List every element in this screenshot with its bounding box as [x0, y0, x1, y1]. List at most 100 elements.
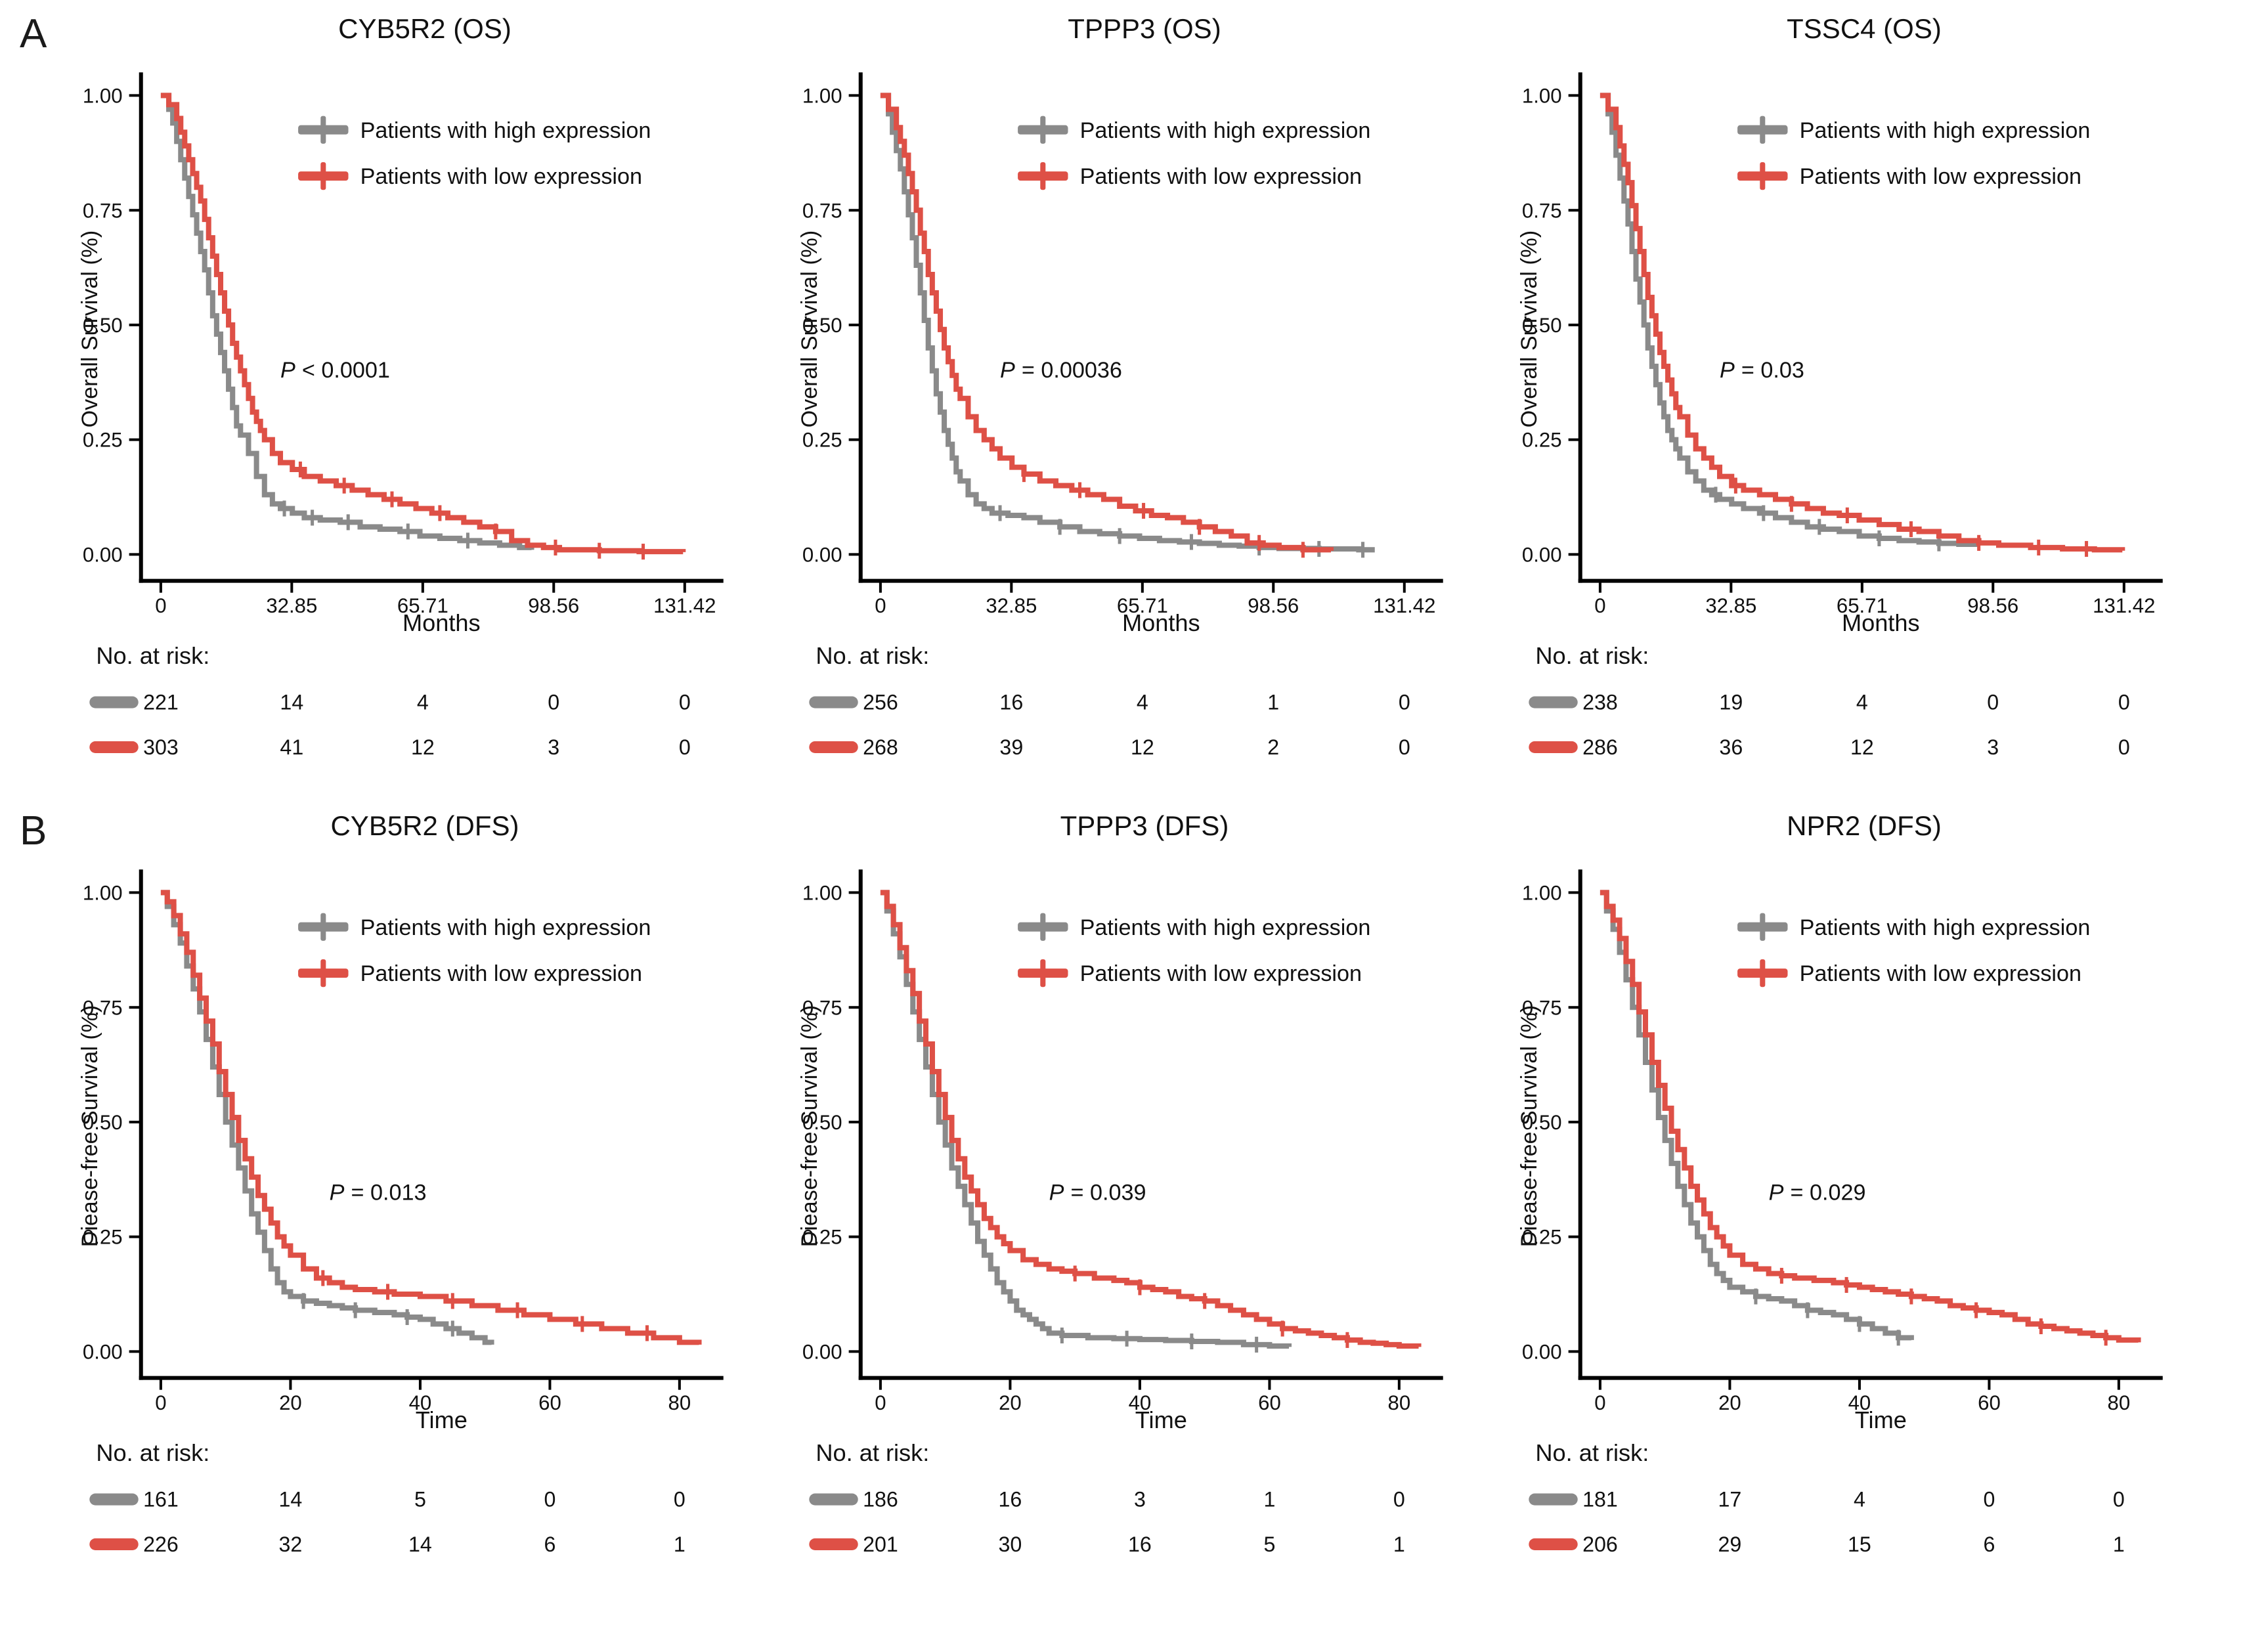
risk-rows: 256 16 4 1 0 268 39 12 2 0: [809, 691, 1410, 759]
legend-marker-high-censor: [320, 913, 326, 942]
km-curve-low: [160, 890, 702, 1345]
km-chart: 0 32.85 65.71 98.56 131.42 1.00 0.75 0.50 0.25 0.…: [802, 72, 1443, 635]
x-tick-label: 65.71: [397, 594, 448, 617]
y-tick-label: 1.00: [83, 84, 123, 107]
risk-table: No. at risk: 186 16 3 1 0 201 30 16 5 1: [809, 1439, 1405, 1556]
p-value-number: = 0.03: [1741, 358, 1804, 383]
km-panel: CYB5R2 (OS) Overall Survival (%) 0 32.85 6…: [55, 9, 755, 768]
risk-swatch-low: [89, 741, 139, 754]
x-tick-label: 60: [1258, 1391, 1281, 1414]
panel-title: TSSC4 (OS): [1787, 13, 1942, 44]
risk-count: 0: [679, 735, 691, 759]
y-tick-label: 0.00: [802, 543, 842, 566]
km-chart: 0 32.85 65.71 98.56 131.42 1.00 0.75 0.50 0.25 0.…: [83, 72, 724, 635]
chart-area: Overall Survival (%) 0 32.85 65.71 98.56 131…: [55, 46, 755, 635]
x-tick-label: 40: [409, 1391, 432, 1414]
y-axis-label: Overall Survival (%): [797, 230, 822, 427]
y-tick-label: 0.00: [83, 1341, 123, 1364]
y-tick-label: 0.00: [1522, 1341, 1562, 1364]
risk-count: 5: [1263, 1532, 1275, 1556]
risk-swatch-high: [1529, 696, 1578, 708]
y-tick-label: 1.00: [1522, 84, 1562, 107]
risk-swatch-high: [809, 696, 858, 708]
risk-swatch-low: [89, 1538, 139, 1551]
legend-marker-low-censor: [1760, 162, 1766, 190]
chart-area: Overall Survival (%) 0 32.85 65.71 98.56 131…: [775, 46, 1475, 635]
risk-count: 256: [863, 691, 898, 714]
plot-layer: 0 20 40 60 80 1.00 0.75 0.50 0.25 0.00: [83, 869, 724, 1414]
p-value: P = 0.013: [330, 1181, 427, 1206]
risk-count: 0: [1983, 1488, 1995, 1511]
x-tick-label: 60: [1978, 1391, 2001, 1414]
x-tick-label: 131.42: [653, 594, 716, 617]
y-tick-label: 0.25: [1522, 429, 1562, 452]
risk-count: 29: [1718, 1532, 1742, 1556]
y-tick-label: 0.25: [83, 429, 123, 452]
risk-table: No. at risk: 238 19 4 0 0 286 36 12 3 0: [1529, 642, 2130, 759]
figure: A CYB5R2 (OS) Overall Survival (%) 0 32.8…: [20, 9, 2264, 1565]
risk-count: 0: [1393, 1488, 1405, 1511]
p-value: P = 0.029: [1769, 1181, 1866, 1206]
legend-label-low: Patients with low expression: [360, 164, 642, 189]
risk-count: 0: [2118, 691, 2130, 714]
km-curve-high: [1600, 890, 1914, 1341]
p-value-symbol: P: [1049, 1181, 1064, 1206]
risk-count: 14: [279, 1488, 303, 1511]
risk-count: 4: [417, 691, 429, 714]
x-tick-label: 0: [155, 594, 166, 617]
risk-count: 16: [999, 691, 1023, 714]
y-axis-label: Diease-free Survival (%): [797, 1005, 822, 1247]
km-panel: TPPP3 (OS) Overall Survival (%) 0 32.85 65…: [775, 9, 1475, 768]
x-tick-label: 98.56: [528, 594, 579, 617]
legend-marker-low-censor: [320, 162, 326, 190]
km-chart: 0 20 40 60 80 1.00 0.75 0.50 0.25 0.00 Patients w…: [802, 869, 1443, 1432]
y-tick-label: 0.00: [83, 543, 123, 566]
risk-count: 303: [143, 735, 179, 759]
section-b: B CYB5R2 (DFS) Diease-free Survival (%) …: [20, 806, 2264, 1565]
risk-swatch-high: [809, 1493, 858, 1506]
y-tick-label: 0.25: [802, 429, 842, 452]
risk-count: 12: [1850, 735, 1874, 759]
risk-count: 6: [544, 1532, 555, 1556]
risk-table-label: No. at risk:: [96, 642, 209, 669]
risk-count: 2: [1267, 735, 1279, 759]
risk-count: 12: [1131, 735, 1154, 759]
plot-layer: 0 20 40 60 80 1.00 0.75 0.50 0.25 0.00: [1522, 869, 2163, 1414]
legend-label-high: Patients with high expression: [1080, 915, 1371, 940]
risk-count: 16: [1128, 1532, 1152, 1556]
risk-count: 181: [1582, 1488, 1618, 1511]
x-tick-label: 40: [1129, 1391, 1152, 1414]
risk-count: 0: [679, 691, 691, 714]
x-tick-label: 40: [1848, 1391, 1871, 1414]
risk-count: 39: [999, 735, 1023, 759]
p-value: P = 0.039: [1049, 1181, 1146, 1206]
y-axis-label: Diease-free Survival (%): [77, 1005, 102, 1247]
risk-rows: 221 14 4 0 0 303 41 12 3 0: [89, 691, 691, 759]
legend-label-high: Patients with high expression: [360, 118, 651, 143]
y-tick-label: 0.50: [1522, 314, 1562, 337]
chart-legend: Patients with high expression Patients w…: [1737, 913, 2090, 988]
chart-legend: Patients with high expression Patients w…: [1018, 913, 1370, 988]
risk-swatch-low: [1529, 1538, 1578, 1551]
y-tick-label: 0.75: [1522, 199, 1562, 222]
risk-count: 16: [999, 1488, 1022, 1511]
y-tick-label: 0.75: [83, 996, 123, 1019]
legend-marker-low-censor: [1760, 959, 1766, 988]
km-curve-high: [160, 890, 494, 1345]
risk-rows: 186 16 3 1 0 201 30 16 5 1: [809, 1488, 1405, 1556]
y-tick-label: 1.00: [83, 882, 123, 905]
p-value: P < 0.0001: [280, 358, 390, 383]
risk-count: 3: [1134, 1488, 1146, 1511]
p-value-number: = 0.00036: [1022, 358, 1122, 383]
p-value-symbol: P: [330, 1181, 345, 1206]
plot-layer: 0 32.85 65.71 98.56 131.42 1.00 0.75 0.50 0.25 0.…: [802, 72, 1443, 617]
panel-title: NPR2 (DFS): [1787, 810, 1942, 842]
x-tick-label: 0: [1594, 594, 1605, 617]
risk-count: 286: [1582, 735, 1618, 759]
y-tick-label: 0.50: [1522, 1111, 1562, 1134]
p-value-number: < 0.0001: [302, 358, 390, 383]
plot-layer: 0 32.85 65.71 98.56 131.42 1.00 0.75 0.50 0.25 0.…: [83, 72, 724, 617]
risk-count: 0: [1399, 735, 1410, 759]
y-tick-label: 0.75: [802, 199, 842, 222]
x-tick-label: 20: [1718, 1391, 1741, 1414]
